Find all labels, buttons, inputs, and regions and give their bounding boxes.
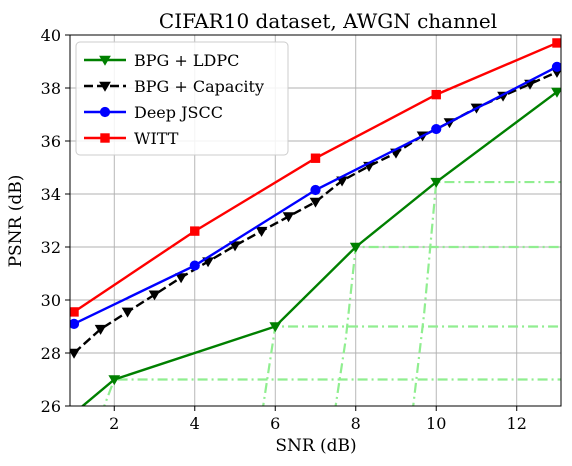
bpg-capacity-point <box>70 348 80 359</box>
y-tick-label: 38 <box>41 79 61 98</box>
cliff-curve-1 <box>103 378 561 406</box>
bpg-ldpc-line <box>80 91 558 406</box>
x-tick-label: 4 <box>190 414 200 433</box>
axis-ticks: 2 4 6 8 10 12 26 28 30 32 34 36 38 40 <box>41 26 527 433</box>
legend-label-deep-jscc: Deep JSCC <box>134 103 223 122</box>
bpg-capacity-point <box>229 241 241 252</box>
y-tick-label: 32 <box>41 238 61 257</box>
cliff-curve-3 <box>334 245 561 406</box>
bpg-capacity-point <box>121 307 134 318</box>
legend-box <box>75 41 289 156</box>
legend-marker-bpg-capacity <box>99 81 111 92</box>
y-tick-label: 26 <box>41 397 61 416</box>
witt-point <box>552 38 561 48</box>
chart-title: CIFAR10 dataset, AWGN channel <box>159 9 497 33</box>
x-tick-label: 6 <box>270 414 280 433</box>
legend-label-witt: WITT <box>134 129 179 148</box>
witt-point <box>310 153 321 163</box>
legend-marker-deep-jscc <box>99 106 111 118</box>
deep-jscc-point <box>310 184 321 196</box>
cliff-curves <box>103 180 561 406</box>
witt-point <box>70 307 79 317</box>
deep-jscc-point <box>431 123 442 135</box>
x-axis-label: SNR (dB) <box>275 436 356 456</box>
cliff-curve-2 <box>262 325 561 406</box>
legend-label-bpg-ldpc: BPG + LDPC <box>134 51 239 70</box>
deep-jscc-point <box>70 318 80 329</box>
x-tick-label: 12 <box>507 414 527 433</box>
bpg-capacity-point <box>175 273 187 284</box>
plot-frame <box>69 34 562 407</box>
bpg-capacity-point <box>282 212 295 223</box>
y-tick-label: 30 <box>41 291 61 310</box>
bpg-capacity-point <box>309 197 322 208</box>
y-tick-label: 34 <box>41 185 61 204</box>
witt-point <box>190 226 200 236</box>
y-tick-label: 36 <box>41 132 61 151</box>
bpg-capacity-point <box>94 324 107 335</box>
bpg-ldpc-point <box>430 177 443 188</box>
bpg-capacity-point <box>148 290 161 301</box>
deep-jscc-point <box>551 61 561 72</box>
bpg-ldpc-point <box>108 375 121 386</box>
bpg-ldpc-point <box>551 87 561 98</box>
bpg-ldpc-point <box>269 322 282 333</box>
bpg-ldpc-point <box>349 242 362 253</box>
y-tick-label: 40 <box>41 26 61 45</box>
y-axis-label: PSNR (dB) <box>6 175 26 268</box>
deep-jscc-point <box>189 260 200 271</box>
legend-label-bpg-capacity: BPG + Capacity <box>134 77 264 96</box>
witt-point <box>431 89 441 100</box>
series-lines <box>70 38 561 406</box>
y-tick-label: 28 <box>41 344 61 363</box>
x-tick-label: 10 <box>426 414 446 433</box>
legend: BPG + LDPC BPG + Capacity Deep JSCC WITT <box>75 41 289 156</box>
cliff-curve-4 <box>412 180 561 406</box>
legend-marker-bpg-ldpc <box>99 55 111 66</box>
bpg-capacity-point <box>255 226 268 237</box>
legend-marker-witt <box>100 133 110 143</box>
x-tick-label: 8 <box>351 414 361 433</box>
x-tick-label: 2 <box>109 414 119 433</box>
